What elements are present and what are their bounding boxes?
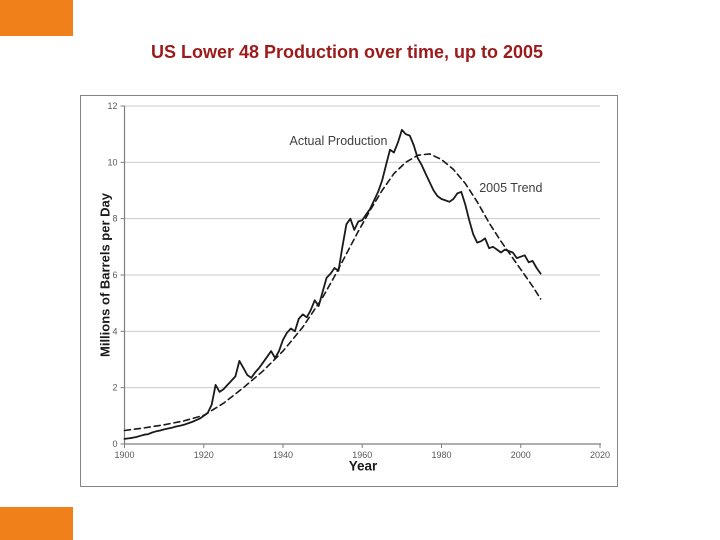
x-tick-label: 1940 — [273, 450, 293, 460]
y-axis-title: Millions of Barrels per Day — [97, 193, 113, 357]
y-tick-label: 0 — [112, 439, 117, 449]
y-tick-label: 12 — [107, 101, 117, 111]
y-tick-label: 8 — [112, 214, 117, 224]
x-tick-label: 2020 — [590, 450, 610, 460]
accent-block-bottom-left — [0, 507, 73, 540]
trend-line — [123, 153, 542, 432]
y-tick-label: 10 — [107, 157, 117, 167]
production-chart-svg: 0 2 4 6 8 10 12 1900 1920 1940 1960 1980 2000 2020 — [107, 101, 610, 460]
actual-production-line — [123, 129, 542, 440]
chart-canvas: 0 2 4 6 8 10 12 1900 1920 1940 1960 1980 2000 2020 — [81, 96, 617, 486]
x-tick-label: 1900 — [114, 450, 134, 460]
accent-block-top-left — [0, 0, 73, 36]
y-tick-label: 6 — [112, 270, 117, 280]
x-tick-label: 1980 — [431, 450, 451, 460]
slide-title: US Lower 48 Production over time, up to … — [150, 42, 544, 62]
x-tick-label: 2000 — [511, 450, 531, 460]
annotation-actual-production: Actual Production — [289, 134, 388, 149]
y-tick-label: 4 — [112, 326, 117, 336]
x-tick-label: 1960 — [352, 450, 372, 460]
x-tick-label: 1920 — [194, 450, 214, 460]
x-axis-title: Year — [348, 458, 378, 474]
y-tick-label: 2 — [112, 383, 117, 393]
chart-frame: 0 2 4 6 8 10 12 1900 1920 1940 1960 1980 2000 2020 Mi… — [80, 95, 618, 487]
annotation-2005-trend: 2005 Trend — [479, 180, 543, 195]
